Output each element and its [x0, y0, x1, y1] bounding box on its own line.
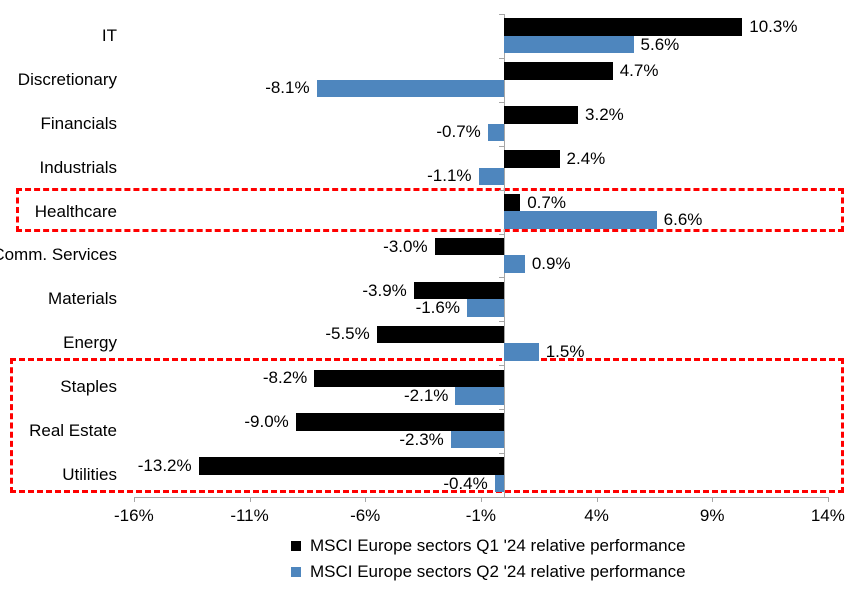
legend-item: MSCI Europe sectors Q1 '24 relative perf… [291, 533, 686, 559]
bar-value-label: 2.4% [566, 148, 606, 168]
chart-legend: MSCI Europe sectors Q1 '24 relative perf… [291, 533, 686, 585]
bar-value-label: -9.0% [244, 412, 289, 432]
category-label: IT [101, 25, 117, 45]
bar-value-label: -8.2% [262, 368, 308, 388]
bar-value-label: 1.5% [545, 341, 585, 361]
q2-bar [504, 211, 657, 229]
bar-value-label: -3.0% [383, 236, 428, 256]
x-axis-tick [596, 497, 598, 502]
category-label: Healthcare [34, 201, 117, 221]
bar-value-label: -2.3% [399, 429, 444, 449]
q1-bar [295, 413, 504, 431]
category-label: Energy [63, 333, 117, 353]
category-axis-tick [499, 145, 504, 147]
bar-value-label: -1.1% [427, 166, 472, 186]
q2-legend-swatch-icon [291, 567, 301, 577]
q2-bar [316, 79, 504, 98]
category-axis-tick [499, 409, 504, 411]
category-axis-tick [499, 321, 504, 323]
category-axis-tick [499, 453, 504, 455]
q2-bar [450, 430, 504, 449]
bar-value-label: 5.6% [640, 34, 680, 54]
x-axis-tick [365, 497, 367, 502]
category-axis-tick [499, 189, 504, 191]
q2-bar [487, 123, 504, 142]
q2-bar [466, 299, 504, 317]
bar-value-label: 0.9% [531, 254, 571, 274]
legend-label: MSCI Europe sectors Q2 '24 relative perf… [310, 562, 686, 581]
bar-value-label: -1.6% [415, 298, 460, 317]
bar-value-label: 4.7% [619, 60, 659, 80]
x-tick-label: 9% [699, 506, 725, 525]
bar-value-label: -8.1% [265, 78, 310, 98]
q2-bar [504, 35, 634, 54]
x-tick-label: -11% [230, 506, 269, 525]
category-axis-tick [499, 57, 504, 59]
category-axis-tick [499, 101, 504, 103]
q1-bar [504, 106, 579, 124]
bar-value-label: -5.5% [325, 324, 370, 344]
bar-value-label: 0.7% [527, 192, 566, 212]
bar-value-label: -3.9% [362, 280, 407, 300]
category-label: Real Estate [29, 421, 117, 441]
bar-value-label: 6.6% [663, 210, 703, 230]
category-axis-tick [499, 277, 504, 279]
x-tick-label: -6% [350, 506, 381, 525]
x-axis-tick [827, 497, 829, 502]
q1-bar [504, 18, 743, 36]
category-label: Comm. Services [0, 245, 117, 265]
healthcare-highlight [16, 187, 844, 232]
q2-bar [494, 474, 504, 493]
category-axis-tick [499, 497, 504, 498]
x-axis-tick [480, 497, 482, 502]
q2-bar [504, 255, 525, 273]
q1-bar [376, 325, 504, 344]
q1-bar [434, 237, 504, 256]
x-tick-label: 4% [584, 506, 609, 525]
category-label: Staples [60, 377, 117, 397]
category-label: Industrials [39, 157, 117, 177]
legend-label: MSCI Europe sectors Q1 '24 relative perf… [310, 536, 686, 555]
bar-value-label: -0.7% [436, 122, 481, 142]
q2-bar [504, 343, 539, 361]
q2-bar [478, 167, 504, 186]
category-label: Discretionary [17, 69, 117, 89]
category-label: Financials [40, 113, 117, 133]
bar-value-label: -2.1% [403, 385, 449, 405]
category-axis-tick [499, 365, 504, 367]
category-axis-tick [499, 233, 504, 235]
x-axis-tick [249, 497, 251, 502]
x-tick-label: 14% [810, 506, 845, 525]
q1-bar [504, 193, 521, 212]
q1-bar [413, 281, 504, 300]
bar-value-label: -13.2% [137, 456, 192, 476]
bar-value-label: 10.3% [749, 17, 798, 37]
legend-item: MSCI Europe sectors Q2 '24 relative perf… [291, 559, 686, 585]
x-tick-label: -1% [465, 506, 496, 525]
q1-bar [504, 62, 613, 80]
x-axis-line [133, 497, 828, 498]
x-tick-label: -16% [114, 506, 154, 525]
x-axis-tick [133, 497, 135, 502]
q1-legend-swatch-icon [291, 541, 301, 551]
defensives-highlight [10, 358, 844, 493]
q1-bar [314, 369, 504, 388]
bar-value-label: -0.4% [443, 473, 488, 493]
x-axis-tick [712, 497, 714, 502]
q1-bar [504, 150, 560, 168]
category-label: Materials [48, 289, 117, 309]
category-axis-tick [499, 14, 504, 15]
category-label: Utilities [62, 465, 117, 485]
q2-bar [455, 387, 504, 405]
bar-value-label: 3.2% [585, 104, 624, 124]
q1-bar [198, 457, 504, 475]
